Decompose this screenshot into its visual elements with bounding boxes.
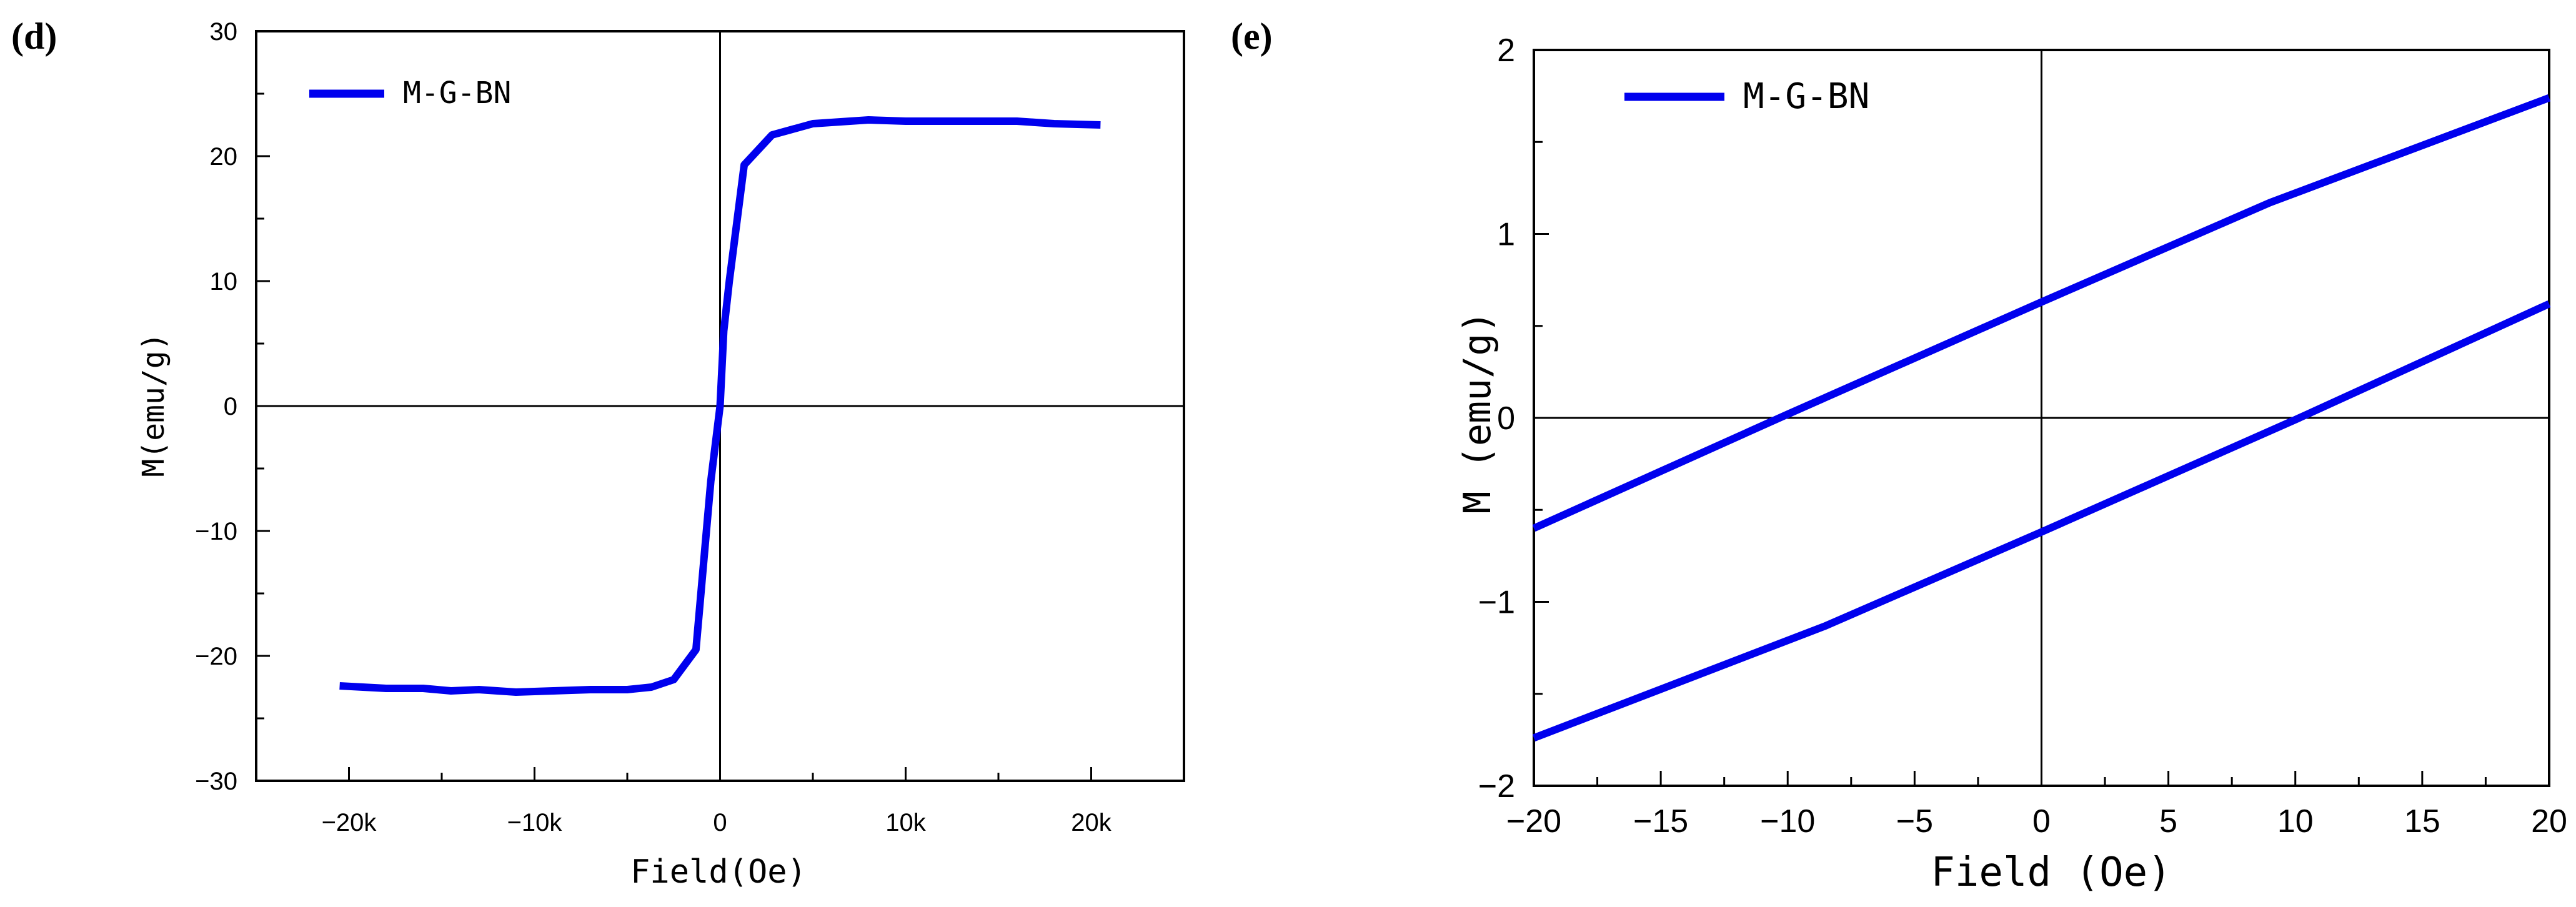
panel-d-x-tick-label: 20k [1071, 809, 1111, 836]
panel-d-legend: M-G-BN [309, 76, 511, 111]
panel-d-y-tick-label: −20 [195, 643, 237, 670]
panel-e-x-tick-label: 20 [2531, 803, 2567, 840]
panel-d-ticks: −20k −10k 0 10k 20k −30 −20 −10 0 10 20 30 [195, 18, 1112, 836]
panel-d-y-tick-label: 0 [224, 393, 237, 420]
panel-e-legend: M-G-BN [1624, 76, 1869, 117]
panel-e-x-tick-label: 5 [2159, 803, 2177, 840]
panel-e-legend-label: M-G-BN [1743, 76, 1869, 117]
panel-e-x-tick-label: −10 [1760, 803, 1815, 840]
panel-e-y-tick-label: 2 [1497, 32, 1515, 69]
panel-d-magnetization-full: (d) −20k −10k 0 10k 20k −30 −20 −10 0 10 20 30 M-G-… [11, 16, 1185, 891]
panel-d-x-tick-label: 10k [885, 809, 926, 836]
panel-e-zero-lines [1534, 50, 2549, 786]
panel-e-y-tick-label: 1 [1497, 217, 1515, 253]
panel-d-series-line-1 [339, 116, 1101, 696]
panel-d-x-tick-label: 0 [713, 809, 727, 836]
panel-e-x-tick-label: 10 [2277, 803, 2314, 840]
panel-e-series-line-1 [1532, 94, 2551, 532]
panel-e-x-tick-label: −5 [1896, 803, 1933, 840]
panel-e-series [1532, 94, 2551, 742]
panel-d-y-axis-title: M(emu/g) [136, 332, 171, 477]
panel-e-y-tick-label: 0 [1497, 400, 1515, 437]
panel-e-label: (e) [1231, 16, 1273, 57]
panel-e-x-axis-title: Field (Oe) [1931, 850, 2171, 896]
panel-d-y-tick-label: −10 [195, 518, 237, 545]
panel-d-x-tick-label: −10k [507, 809, 563, 836]
panel-d-y-tick-label: 20 [210, 143, 238, 171]
panel-d-y-tick-label: 30 [210, 18, 238, 46]
panel-d-series [339, 116, 1101, 696]
panel-e-x-tick-label: 15 [2404, 803, 2440, 840]
panel-d-y-tick-label: 10 [210, 268, 238, 295]
panel-d-legend-label: M-G-BN [403, 76, 511, 111]
panel-e-x-tick-label: −15 [1633, 803, 1688, 840]
panel-e-x-tick-label: −20 [1506, 803, 1561, 840]
panel-d-x-tick-label: −20k [322, 809, 377, 836]
panel-e-x-tick-label: 0 [2032, 803, 2051, 840]
panel-e-series-line-2 [1532, 300, 2551, 742]
panel-e-y-tick-label: −2 [1478, 768, 1515, 805]
panel-d-y-tick-label: −30 [195, 768, 237, 795]
panel-d-x-axis-title: Field(Oe) [630, 853, 807, 891]
panel-e-y-axis-title: M (emu/g) [1456, 310, 1499, 513]
panel-d-label: (d) [11, 16, 57, 57]
panel-e-y-tick-label: −1 [1478, 585, 1515, 621]
